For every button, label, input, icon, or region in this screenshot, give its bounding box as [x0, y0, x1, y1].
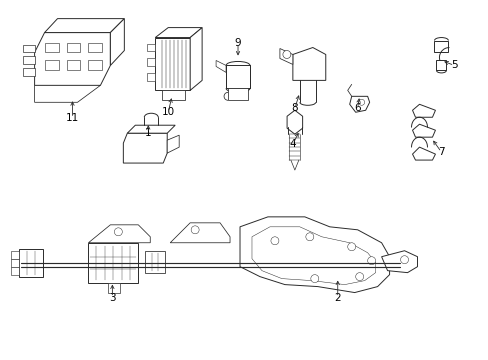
Circle shape	[283, 50, 290, 58]
Polygon shape	[162, 90, 185, 100]
Text: 9: 9	[234, 37, 241, 48]
Polygon shape	[147, 58, 155, 67]
Polygon shape	[11, 267, 19, 275]
Polygon shape	[44, 42, 59, 53]
Polygon shape	[170, 223, 229, 243]
Polygon shape	[412, 124, 435, 137]
Polygon shape	[240, 217, 389, 293]
Polygon shape	[11, 251, 19, 259]
Polygon shape	[147, 73, 155, 81]
Polygon shape	[35, 85, 100, 102]
Polygon shape	[44, 19, 124, 32]
Polygon shape	[225, 66, 249, 88]
Text: 4: 4	[289, 139, 296, 149]
Polygon shape	[19, 249, 42, 276]
Polygon shape	[11, 259, 19, 267]
Polygon shape	[292, 48, 325, 80]
Polygon shape	[279, 49, 292, 64]
Polygon shape	[349, 96, 369, 112]
Polygon shape	[22, 45, 35, 53]
Circle shape	[367, 257, 375, 265]
Polygon shape	[412, 147, 435, 160]
Polygon shape	[190, 28, 202, 90]
Polygon shape	[88, 225, 150, 243]
Polygon shape	[88, 42, 102, 53]
Polygon shape	[147, 44, 155, 51]
Circle shape	[270, 237, 278, 245]
Polygon shape	[436, 60, 446, 71]
Circle shape	[358, 99, 364, 105]
Text: 6: 6	[354, 103, 360, 113]
Polygon shape	[88, 60, 102, 71]
Polygon shape	[145, 251, 165, 273]
Circle shape	[355, 273, 363, 280]
Polygon shape	[412, 104, 435, 117]
Polygon shape	[44, 60, 59, 71]
Polygon shape	[381, 251, 417, 273]
Polygon shape	[167, 135, 179, 153]
Polygon shape	[127, 125, 175, 133]
Polygon shape	[108, 283, 120, 293]
Polygon shape	[22, 68, 35, 76]
Text: 10: 10	[162, 107, 174, 117]
Circle shape	[305, 233, 313, 241]
Polygon shape	[155, 37, 190, 90]
Polygon shape	[88, 243, 138, 283]
Polygon shape	[35, 32, 110, 85]
Polygon shape	[251, 227, 375, 285]
Text: 1: 1	[144, 128, 151, 138]
Text: 3: 3	[109, 293, 116, 302]
Polygon shape	[66, 60, 81, 71]
Text: 7: 7	[437, 147, 444, 157]
Polygon shape	[110, 19, 124, 66]
Text: 5: 5	[450, 60, 457, 71]
Circle shape	[191, 226, 199, 234]
Polygon shape	[227, 88, 247, 100]
Text: 11: 11	[66, 113, 79, 123]
Circle shape	[347, 243, 355, 251]
Polygon shape	[433, 41, 447, 53]
Polygon shape	[286, 110, 302, 134]
Text: 2: 2	[334, 293, 340, 302]
Circle shape	[400, 256, 407, 264]
Polygon shape	[66, 42, 81, 53]
Polygon shape	[22, 57, 35, 64]
Polygon shape	[155, 28, 202, 37]
Circle shape	[310, 275, 318, 283]
Polygon shape	[123, 133, 167, 163]
Text: 8: 8	[291, 103, 298, 113]
Circle shape	[114, 228, 122, 236]
Polygon shape	[216, 60, 225, 72]
